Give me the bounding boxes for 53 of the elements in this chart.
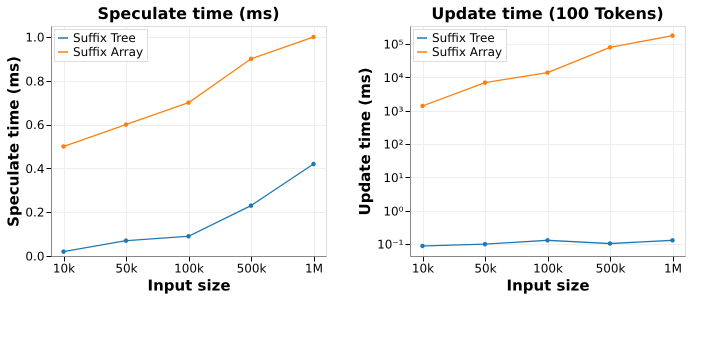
x-tick-label: 10k bbox=[412, 262, 434, 276]
y-tick-label: 10⁻¹ bbox=[377, 238, 404, 252]
x-tick-label: 1M bbox=[305, 262, 323, 276]
legend-label: Suffix Tree bbox=[432, 31, 495, 45]
x-tick-label: 500k bbox=[236, 262, 266, 276]
y-tick-label: 10¹ bbox=[383, 170, 404, 185]
y-tick-label: 0.8 bbox=[25, 74, 44, 88]
y-tick-label: 0.4 bbox=[25, 162, 44, 176]
x-tick-label: 100k bbox=[533, 262, 563, 276]
y-tick-label: 10³ bbox=[383, 104, 404, 118]
point bbox=[670, 33, 675, 38]
point bbox=[311, 34, 316, 40]
y-tick-label: 10⁴ bbox=[383, 70, 404, 85]
y-tick-label: 10⁵ bbox=[383, 38, 404, 52]
x-tick-label: 1M bbox=[664, 262, 682, 276]
point bbox=[124, 238, 128, 243]
point bbox=[545, 238, 550, 243]
x-tick-label: 500k bbox=[596, 262, 626, 276]
point bbox=[545, 70, 550, 75]
x-axis-title: Input size bbox=[506, 276, 590, 294]
point bbox=[61, 144, 66, 149]
point bbox=[61, 249, 66, 254]
legend-label: Suffix Array bbox=[73, 45, 144, 59]
x-tick-label: 100k bbox=[174, 262, 204, 276]
point bbox=[482, 242, 488, 246]
y-tick-label: 1.0 bbox=[25, 30, 44, 44]
point bbox=[186, 100, 191, 105]
x-tick-label: 10k bbox=[52, 262, 76, 276]
point bbox=[608, 241, 612, 246]
legend-label: Suffix Array bbox=[432, 45, 502, 59]
chart-title: Update time (100 Tokens) bbox=[431, 4, 664, 23]
y-tick-label: 0.0 bbox=[25, 250, 44, 264]
legend-label: Suffix Tree bbox=[73, 31, 136, 45]
y-axis-title: Update time (ms) bbox=[356, 68, 374, 216]
point bbox=[186, 234, 191, 239]
point bbox=[608, 45, 612, 50]
point bbox=[311, 162, 316, 166]
point bbox=[420, 104, 425, 108]
chart-title: Speculate time (ms) bbox=[97, 4, 280, 23]
y-tick-label: 0.6 bbox=[25, 118, 44, 132]
point bbox=[248, 56, 254, 62]
point bbox=[248, 203, 254, 208]
y-tick-label: 10⁰ bbox=[383, 204, 404, 218]
point bbox=[124, 122, 128, 127]
point bbox=[482, 80, 488, 85]
x-tick-label: 50k bbox=[115, 262, 138, 276]
point bbox=[420, 244, 425, 248]
y-axis-title: Speculate time (ms) bbox=[4, 56, 22, 227]
point bbox=[670, 238, 675, 243]
x-tick-label: 50k bbox=[474, 262, 497, 276]
x-axis-title: Input size bbox=[147, 276, 231, 294]
y-tick-label: 0.2 bbox=[25, 206, 44, 220]
y-tick-label: 10² bbox=[383, 138, 404, 152]
